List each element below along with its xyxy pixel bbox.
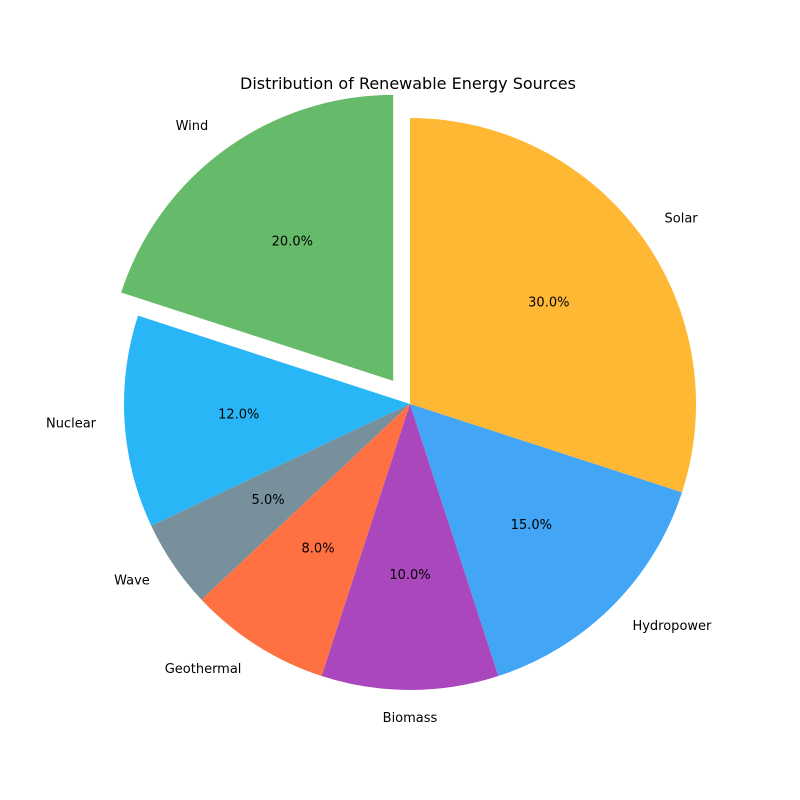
percent-label-hydropower: 15.0% <box>511 518 552 533</box>
pie-slice-solar <box>410 118 696 493</box>
slice-label-wind: Wind <box>176 119 209 134</box>
pie-slice-nuclear <box>123 315 410 526</box>
percent-label-wave: 5.0% <box>252 493 285 508</box>
slice-label-hydropower: Hydropower <box>632 619 712 634</box>
slice-label-biomass: Biomass <box>383 711 438 726</box>
chart-title: Distribution of Renewable Energy Sources <box>240 74 576 93</box>
percent-label-nuclear: 12.0% <box>218 407 259 422</box>
percent-label-biomass: 10.0% <box>389 568 430 583</box>
pie-slice-biomass <box>321 404 499 690</box>
pie-slice-wave <box>151 404 410 600</box>
percent-label-solar: 30.0% <box>528 296 569 311</box>
percent-label-wind: 20.0% <box>272 235 313 250</box>
pie-slice-hydropower <box>410 404 683 677</box>
slice-label-geothermal: Geothermal <box>165 662 242 677</box>
pie-slice-wind <box>121 94 394 381</box>
labels-layer: Solar 30.0% Wind 20.0% Nuclear 12.0% Wave 5.0% G… <box>46 119 712 726</box>
slice-label-solar: Solar <box>665 212 699 227</box>
slice-label-nuclear: Nuclear <box>46 416 97 431</box>
slices-layer <box>121 94 696 690</box>
percent-label-geothermal: 8.0% <box>302 541 335 556</box>
slice-label-wave: Wave <box>114 573 150 588</box>
pie-slice-geothermal <box>201 404 410 677</box>
